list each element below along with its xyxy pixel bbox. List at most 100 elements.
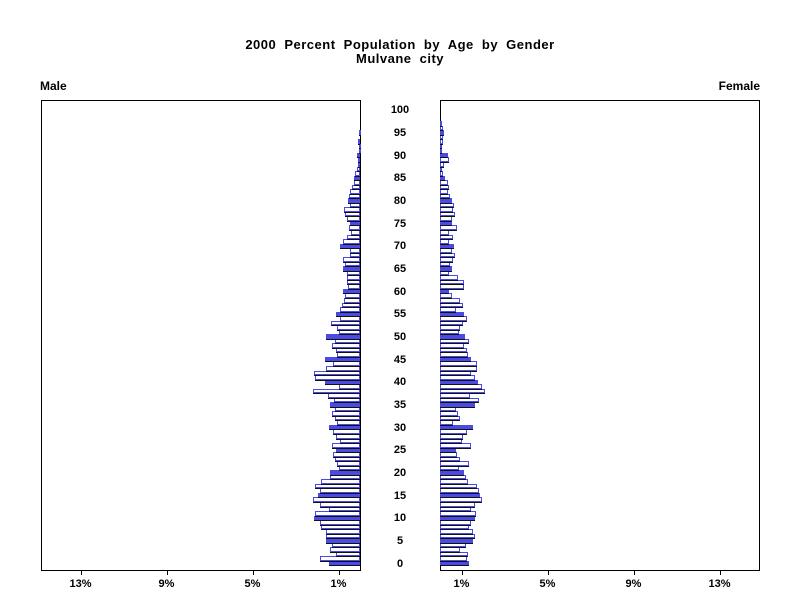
male-bar [342,266,360,271]
female-bar [440,411,459,416]
male-bar [348,198,360,203]
male-bar [350,220,360,226]
male-bar [333,452,360,457]
age-axis-label: 0 [396,557,404,570]
female-bar [440,302,463,308]
age-axis-label: 100 [390,104,410,117]
female-bar [440,266,452,271]
male-bar [347,270,360,276]
age-axis-label: 80 [393,195,407,208]
female-axis-tick [461,570,463,575]
age-axis-label: 90 [393,149,407,162]
male-axis-tick [338,570,340,575]
female-bar [440,511,476,516]
female-bar [440,220,452,226]
male-bar [343,298,360,303]
male-bar [354,171,360,176]
male-bar [325,366,360,371]
female-bar [440,279,464,285]
female-bar [440,143,442,149]
female-bar [440,198,452,203]
female-bar [440,560,470,566]
female-bar [440,506,472,512]
female-bar [440,533,476,539]
female-bar [440,275,459,280]
age-axis-label: 10 [393,512,407,525]
male-bar [335,338,360,344]
age-axis-label: 50 [393,331,407,344]
male-bar [357,139,360,144]
male-bar [320,556,360,561]
female-bar [440,366,477,371]
male-bar [344,211,360,217]
male-bar [344,293,360,299]
male-bar [314,511,360,516]
male-bar [356,166,360,172]
female-bar [440,556,467,561]
male-bar [337,352,360,357]
male-bar [350,248,360,253]
male-bar [339,243,360,249]
female-bar [440,293,452,299]
male-bar [348,284,360,289]
male-bar [318,492,360,498]
female-bar [440,284,464,289]
male-axis-tick-label: 1% [330,578,347,590]
male-bar [329,474,360,480]
male-bar [351,230,360,235]
male-bar [357,152,360,158]
male-bar [332,343,360,348]
male-bar [312,497,360,502]
female-bar [440,225,457,231]
female-bar [440,157,449,163]
female-axis-tick [719,570,721,575]
female-label: Female [718,79,760,93]
male-bar [344,261,360,267]
female-axis-tick-label: 5% [539,578,556,590]
female-bar [440,415,461,421]
female-bar [440,216,452,221]
male-axis-tick-label: 9% [158,578,175,590]
male-bar [336,311,360,317]
age-axis-label: 40 [393,376,407,389]
female-bar [440,384,482,389]
female-bar [440,239,450,244]
female-bar [440,529,474,534]
male-bar [324,379,360,385]
female-bar [440,352,468,357]
male-bar [325,538,360,543]
female-bar [440,230,450,235]
male-axis-tick [166,570,168,575]
female-bar [440,456,461,462]
female-bar [440,171,444,176]
male-bar [342,257,360,262]
age-axis-label: 35 [393,399,407,412]
female-bar [440,406,457,412]
male-bar [335,406,360,412]
female-bar [440,320,463,326]
male-bar [347,234,360,240]
female-bar [440,166,443,172]
age-axis-label: 60 [393,285,407,298]
female-bar [440,325,461,330]
female-bar [440,470,464,475]
female-bar [440,388,486,394]
male-bar [332,411,360,416]
female-bar [440,379,478,385]
female-bar [440,465,460,471]
male-bar [335,415,360,421]
male-bar [327,393,360,398]
male-bar [329,402,360,407]
male-bar [342,288,360,294]
female-bar [440,420,453,425]
male-bar [350,252,360,258]
female-bar [440,329,460,335]
age-axis-label: 95 [393,127,407,140]
female-bar [440,134,444,140]
female-bar [440,424,474,430]
male-bar [313,515,360,521]
age-axis-label: 20 [393,467,407,480]
age-axis-label: 75 [393,217,407,230]
male-bar [336,447,360,453]
female-bar [440,338,470,344]
